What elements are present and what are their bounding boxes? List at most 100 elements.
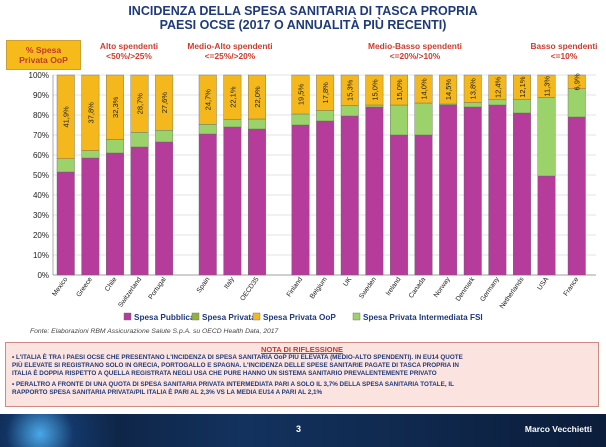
bar-segment (291, 113, 310, 126)
legend-box-line-2: Privata OoP (19, 55, 68, 65)
bar-segment (414, 74, 433, 104)
group-label-medio-alto: Medio-Alto spendenti <=25%/>20% (186, 41, 274, 61)
x-tick-label: OECD35 (239, 276, 260, 302)
data-label: 15,3% (346, 79, 355, 101)
group-range: <=10% (550, 51, 578, 61)
group-range: <=25%/>20% (204, 51, 256, 61)
group-range: <=20%/>10% (389, 51, 441, 61)
data-label: 37,8% (86, 102, 95, 124)
bar-segment (537, 97, 556, 177)
bar-segment (567, 116, 586, 276)
bar-segment (316, 74, 335, 111)
bar-segment (155, 141, 174, 276)
bar-segment (414, 102, 433, 136)
bar-segment (105, 152, 124, 276)
bar-segment (130, 146, 149, 276)
y-tick-label: 50% (33, 171, 49, 180)
note-line: ITALIA È DOPPIA RISPETTO A QUELLA REGIST… (12, 370, 437, 377)
x-tick-label: Switzerland (117, 276, 143, 309)
data-label: 15,0% (370, 79, 379, 101)
x-tick-label: Portugal (148, 276, 169, 301)
y-tick-label: 60% (33, 151, 49, 160)
x-tick-label: Chile (104, 276, 119, 293)
bar-segment (537, 175, 556, 276)
legend-swatch (252, 312, 261, 321)
bar-segment (567, 74, 586, 90)
note-line: • PERALTRO A FRONTE DI UNA QUOTA DI SPES… (12, 381, 454, 388)
data-label: 6,9% (573, 73, 582, 90)
bar-segment (223, 118, 242, 128)
bar-segment (365, 104, 384, 108)
y-tick-label: 40% (33, 191, 49, 200)
group-range: <50%/>25% (106, 51, 152, 61)
bar-segment (155, 129, 174, 143)
y-tick-label: 100% (29, 71, 49, 80)
x-tick-label: France (563, 276, 581, 298)
bar-segment (390, 134, 408, 276)
bar-segment (488, 104, 507, 276)
group-name: Basso spendenti (530, 41, 598, 51)
bar-segment (463, 74, 482, 103)
title-line-2: PAESI OCSE (2017 O ANNUALITÀ PIÙ RECENTI… (159, 18, 447, 32)
x-tick-label: Ireland (385, 276, 403, 297)
legend-swatch (352, 312, 361, 321)
legend-box-line-1: % Spesa (25, 45, 62, 55)
bar-segment (414, 134, 433, 276)
bar-segment (340, 115, 359, 276)
data-label: 22,0% (253, 86, 262, 108)
data-label: 22,1% (228, 86, 237, 108)
group-label-medio-basso: Medio-Basso spendenti <=20%/>10% (352, 41, 478, 61)
x-tick-label: Germany (479, 276, 501, 303)
x-tick-label: Norway (433, 276, 452, 299)
data-label: 13,8% (469, 78, 478, 100)
bar-segment (198, 133, 217, 276)
legend-label: Spesa Privata Intermediata FSI (363, 313, 483, 322)
y-tick-label: 20% (33, 231, 49, 240)
bar-segment (291, 74, 310, 115)
bar-segment (81, 157, 100, 276)
data-label: 27,6% (160, 92, 169, 114)
bar-segment (513, 112, 531, 276)
bar-segment (198, 124, 217, 135)
source-note: Fonte: Elaborazioni RBM Assicurazione Sa… (30, 328, 279, 335)
x-tick-label: Italy (223, 276, 236, 291)
bar-segment (463, 102, 482, 108)
author-name: Marco Vecchietti (524, 424, 592, 434)
legend-label: Spesa Privata (202, 313, 256, 322)
bar-segment (567, 88, 586, 118)
bar-segment (365, 74, 384, 106)
bar-segment (130, 132, 149, 148)
x-tick-label: USA (536, 276, 550, 292)
bar-segment (513, 74, 531, 100)
y-tick-label: 80% (33, 111, 49, 120)
bar-segment (316, 120, 335, 276)
legend-swatch (123, 312, 132, 321)
bar-segment (105, 74, 124, 140)
x-tick-label: Spain (196, 276, 212, 294)
note-line: RAPPORTO SPESA SANITARIA PRIVATA/PIL ITA… (12, 389, 323, 396)
note-title: NOTA DI RIFLESSIONE (260, 345, 344, 354)
bar-segment (316, 110, 335, 122)
x-tick-label: Denmark (455, 276, 477, 303)
y-tick-label: 0% (37, 271, 49, 280)
bar-segment (439, 104, 458, 276)
data-label: 12,1% (518, 76, 527, 98)
data-label: 19,5% (297, 84, 306, 106)
legend-label: Spesa Privata OoP (263, 313, 336, 322)
data-label: 12,4% (493, 76, 502, 98)
legend-swatch (191, 312, 200, 321)
group-name: Medio-Alto spendenti (187, 41, 273, 51)
reflection-note: NOTA DI RIFLESSIONE • L'ITALIA È TRA I P… (5, 342, 599, 407)
data-label: 17,8% (321, 82, 330, 104)
bar-segment (56, 171, 75, 276)
bar-segment (198, 74, 217, 125)
stacked-bar-chart: 0% 10% 20% 30% 40% 50% 60% 70% 80% 90% 100% 41,9% Me… (29, 71, 596, 322)
note-line: PIÙ ELEVATE SI REGISTRANO SOLO IN GRECIA… (12, 362, 459, 369)
bar-segment (340, 74, 359, 106)
data-label: 14,0% (420, 78, 429, 100)
bar-segment (81, 150, 100, 159)
data-label: 14,5% (444, 79, 453, 101)
note-line: • L'ITALIA È TRA I PAESI OCSE CHE PRESEN… (12, 354, 463, 361)
bar-segment (365, 106, 384, 276)
bar-segment (223, 74, 242, 120)
